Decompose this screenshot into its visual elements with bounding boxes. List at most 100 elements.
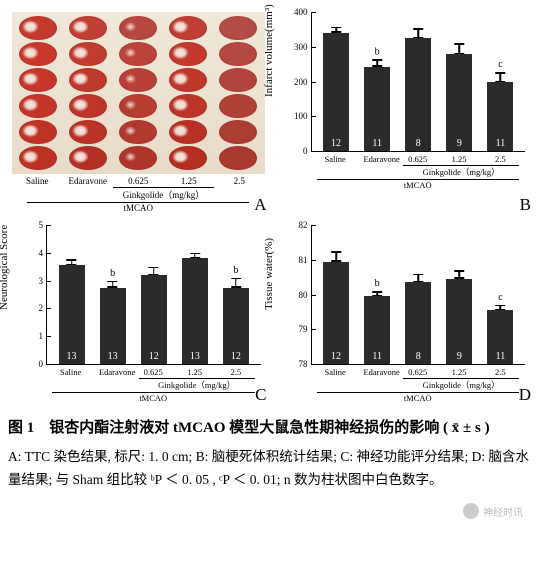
brain-column xyxy=(19,16,57,170)
bar-n-label: 9 xyxy=(457,138,462,149)
error-bar xyxy=(194,253,196,259)
ttc-image-grid: SalineEdaravone0.6251.252.5 Ginkgolide（m… xyxy=(8,8,269,217)
bar-n-label: 11 xyxy=(496,351,506,362)
brain-slice xyxy=(19,42,57,66)
caption-fig-number: 图 1 xyxy=(8,420,34,436)
xtick-label: 1.25 xyxy=(446,367,472,377)
ttc-column-label: 0.625 xyxy=(113,176,164,186)
chart-bar: 8 xyxy=(405,282,431,364)
ytick-label: 1 xyxy=(39,331,48,341)
ytick-label: 0 xyxy=(303,146,312,156)
error-bar xyxy=(500,305,502,310)
chart-bar: 11c xyxy=(487,82,513,151)
bar-n-label: 12 xyxy=(331,138,341,149)
ginkgolide-axis-label: Ginkgolide（mg/kg） xyxy=(139,378,255,391)
xtick-label: Saline xyxy=(322,154,348,164)
brain-slice xyxy=(169,42,207,66)
chart-bar: 11b xyxy=(364,67,390,151)
xtick-label: Edaravone xyxy=(363,154,389,164)
error-bar xyxy=(417,28,419,38)
panel-label-d: D xyxy=(519,385,531,405)
brain-slice xyxy=(219,94,257,118)
significance-marker: b xyxy=(375,46,380,57)
xtick-label: 2.5 xyxy=(487,367,513,377)
error-bar xyxy=(71,259,73,265)
chart-bar: 13 xyxy=(182,258,208,364)
panel-label-c: C xyxy=(255,385,266,405)
ytick-label: 80 xyxy=(299,290,312,300)
error-bar xyxy=(335,251,337,262)
significance-marker: c xyxy=(498,292,502,303)
bar-n-label: 9 xyxy=(457,351,462,362)
brain-column xyxy=(169,16,207,170)
panel-a: SalineEdaravone0.6251.252.5 Ginkgolide（m… xyxy=(8,8,269,217)
chart-bar: 12b xyxy=(223,288,249,364)
ytick-label: 78 xyxy=(299,359,312,369)
ylabel-c: Neurological Score xyxy=(0,225,10,310)
ttc-column-label: Edaravone xyxy=(63,176,114,186)
ylabel-b: Infarct volume(mm³) xyxy=(263,4,275,97)
significance-marker: c xyxy=(498,59,502,70)
ytick-label: 100 xyxy=(294,111,312,121)
brain-slice xyxy=(19,146,57,170)
bar-n-label: 13 xyxy=(108,351,118,362)
error-bar xyxy=(376,291,378,296)
brain-slice xyxy=(119,16,157,40)
brain-slice xyxy=(19,16,57,40)
panel-label-a: A xyxy=(254,195,266,215)
xtick-label: Saline xyxy=(58,367,84,377)
bar-n-label: 13 xyxy=(190,351,200,362)
ttc-column-label: 1.25 xyxy=(164,176,215,186)
brain-slice xyxy=(119,120,157,144)
bar-n-label: 12 xyxy=(231,351,241,362)
chart-bar: 12 xyxy=(323,33,349,151)
brain-slice xyxy=(119,94,157,118)
caption-stat-notation: ( x̄ ± s ) xyxy=(443,420,490,436)
caption-description: A: TTC 染色结果, 标尺: 1. 0 cm; B: 脑梗死体积统计结果; … xyxy=(8,446,533,492)
ytick-label: 82 xyxy=(299,220,312,230)
ytick-label: 81 xyxy=(299,255,312,265)
bar-n-label: 12 xyxy=(331,351,341,362)
brain-slice xyxy=(69,120,107,144)
panel-c: Neurological Score 1313b121312b012345 Sa… xyxy=(8,221,269,407)
chart-bar: 12 xyxy=(323,262,349,365)
brain-slice xyxy=(169,16,207,40)
ytick-label: 200 xyxy=(294,77,312,87)
ytick-label: 79 xyxy=(299,324,312,334)
brain-slice xyxy=(69,146,107,170)
brain-slice xyxy=(119,42,157,66)
brain-column xyxy=(119,16,157,170)
ytick-label: 300 xyxy=(294,42,312,52)
brain-slice xyxy=(169,94,207,118)
chart-bar: 11c xyxy=(487,310,513,364)
caption-title: 银杏内酯注射液对 tMCAO 模型大鼠急性期神经损伤的影响 xyxy=(49,420,439,436)
xtick-label: 0.625 xyxy=(405,154,431,164)
brain-slice xyxy=(169,68,207,92)
brain-slice xyxy=(69,94,107,118)
xtick-label: 2.5 xyxy=(223,367,249,377)
brain-slice xyxy=(69,68,107,92)
ginkgolide-axis-label: Ginkgolide（mg/kg） xyxy=(403,165,519,178)
error-bar xyxy=(376,59,378,67)
error-bar xyxy=(335,27,337,33)
watermark-text: 神经时讯 xyxy=(483,504,523,519)
error-bar xyxy=(459,43,461,54)
brain-slice xyxy=(19,120,57,144)
error-bar xyxy=(500,72,502,82)
brain-column xyxy=(69,16,107,170)
tmcao-axis-label: tMCAO xyxy=(27,202,249,213)
figure-caption: 图 1 银杏内酯注射液对 tMCAO 模型大鼠急性期神经损伤的影响 ( x̄ ±… xyxy=(8,415,533,492)
brain-slice xyxy=(69,42,107,66)
brain-slice xyxy=(69,16,107,40)
ylabel-d: Tissue water(%) xyxy=(263,238,275,310)
bar-n-label: 11 xyxy=(496,138,506,149)
bar-n-label: 11 xyxy=(372,351,382,362)
significance-marker: b xyxy=(110,268,115,279)
error-bar xyxy=(235,278,237,288)
tmcao-axis-label: tMCAO xyxy=(52,392,255,403)
panel-b: Infarct volume(mm³) 1211b8911c0100200300… xyxy=(273,8,534,217)
bar-n-label: 8 xyxy=(416,351,421,362)
tmcao-axis-label: tMCAO xyxy=(317,392,520,403)
ginkgolide-axis-label: Ginkgolide（mg/kg） xyxy=(113,187,214,201)
watermark: 神经时讯 xyxy=(463,503,523,519)
